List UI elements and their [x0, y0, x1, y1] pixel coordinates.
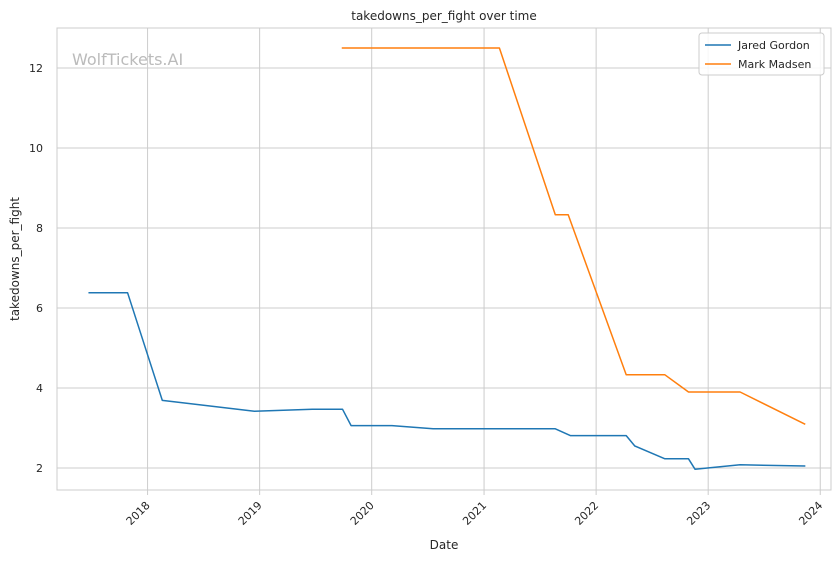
y-tick-label: 6: [36, 302, 43, 315]
watermark: WolfTickets.AI: [72, 50, 183, 69]
y-tick-label: 4: [36, 382, 43, 395]
y-axis-label: takedowns_per_fight: [8, 197, 22, 321]
y-tick-label: 12: [29, 62, 43, 75]
series-lines: [88, 47, 806, 470]
y-tick-label: 2: [36, 462, 43, 475]
chart-title: takedowns_per_fight over time: [351, 9, 537, 23]
x-axis-label: Date: [430, 538, 459, 552]
y-tick-label: 8: [36, 222, 43, 235]
legend: Jared Gordon Mark Madsen: [698, 32, 825, 76]
y-tick-label: 10: [29, 142, 43, 155]
series-line-mark-madsen: [341, 47, 806, 426]
legend-label-mark-madsen: Mark Madsen: [738, 58, 811, 71]
legend-label-jared-gordon: Jared Gordon: [737, 39, 810, 52]
grid: [57, 28, 831, 495]
plot-frame: [56, 27, 832, 491]
series-line-jared-gordon: [88, 292, 806, 470]
